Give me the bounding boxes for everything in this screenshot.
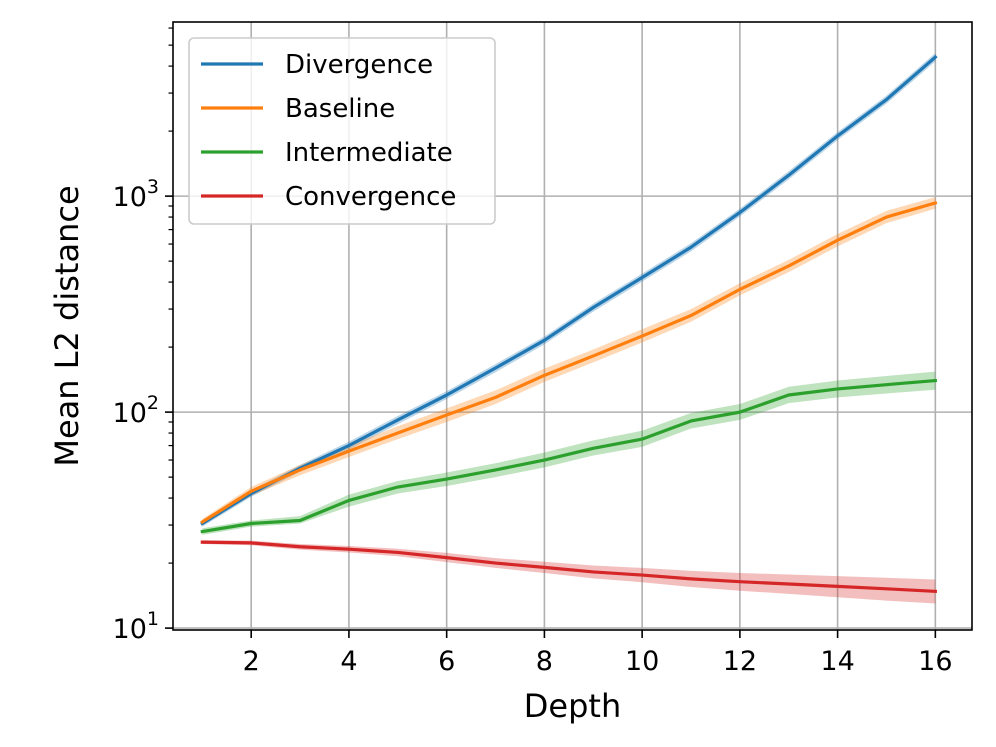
x-tick-label: 4 (340, 646, 357, 677)
series-line-intermediate (200, 378, 938, 534)
legend-label: Baseline (285, 94, 395, 124)
x-tick-label: 10 (625, 646, 659, 677)
band-baseline (202, 197, 936, 526)
y-tick-label: 102 (113, 392, 159, 429)
series-line-divergence (200, 54, 938, 526)
legend-label: Intermediate (285, 138, 453, 168)
x-tick-label: 16 (918, 646, 952, 677)
plot-frame (172, 21, 973, 631)
x-tick-label: 2 (243, 646, 260, 677)
legend-label: Divergence (285, 50, 433, 80)
x-tick-label: 12 (723, 646, 757, 677)
axis-ticks: 2 4 6 8 10 12 14 16 101 102 103 (113, 27, 953, 677)
x-tick-label: 14 (820, 646, 854, 677)
x-tick-label: 8 (536, 646, 553, 677)
series-lines (200, 54, 938, 594)
y-axis-label: Mean L2 distance (48, 185, 86, 466)
band-convergence (202, 540, 936, 604)
series-line-convergence (200, 540, 938, 594)
legend: Divergence Baseline Intermediate Convergenc… (188, 37, 496, 225)
y-tick-label: 101 (113, 608, 159, 645)
legend-label: Convergence (285, 182, 456, 212)
legend-box (188, 37, 496, 225)
x-tick-label: 6 (438, 646, 455, 677)
y-tick-label: 103 (113, 176, 159, 213)
x-axis-label: Depth (524, 687, 621, 725)
series-line-baseline (200, 200, 938, 525)
